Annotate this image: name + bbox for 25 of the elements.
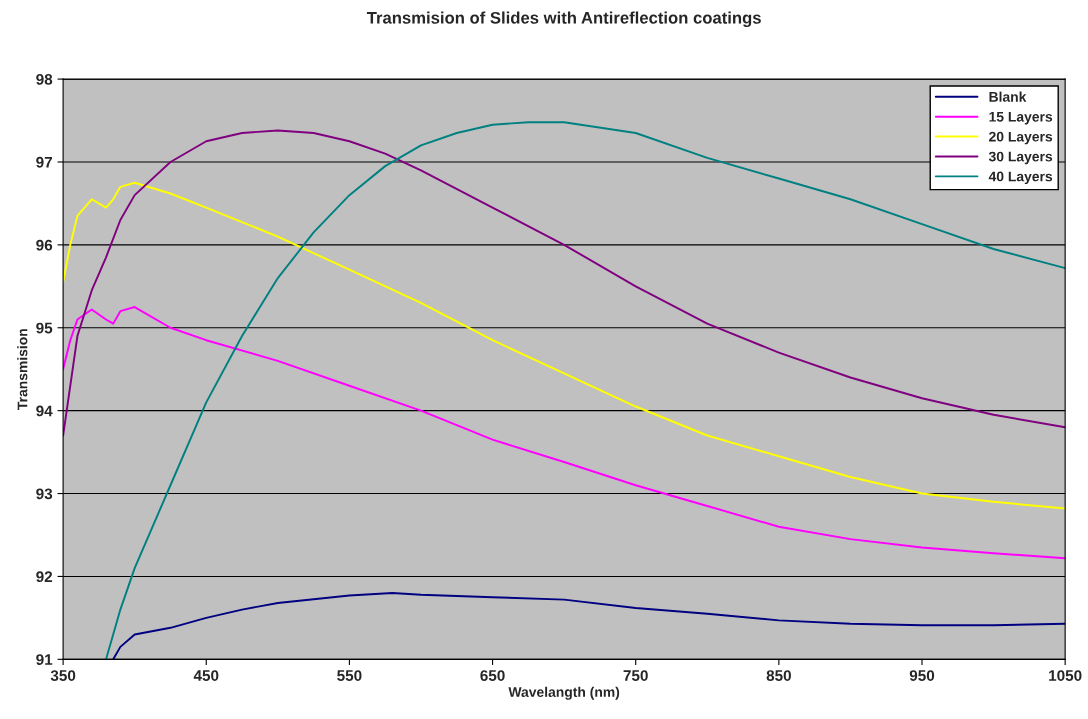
legend-label: 30 Layers	[988, 151, 1053, 165]
y-axis-title: Transmision	[17, 329, 28, 410]
x-tick-label: 550	[337, 670, 362, 681]
legend-label: 15 Layers	[989, 111, 1053, 125]
x-tick-label: 650	[480, 670, 505, 681]
chart-title: Transmision of Slides with Antireflection coatings	[366, 11, 761, 28]
x-tick-label: 750	[623, 670, 648, 681]
line-series	[112, 592, 1066, 660]
legend-label: 40 Layers	[988, 171, 1053, 185]
legend-label: 20 Layers	[989, 131, 1053, 145]
y-tick-label: 95	[36, 322, 53, 334]
y-tick-label: 94	[36, 405, 53, 417]
x-tick-label: 450	[193, 670, 219, 681]
x-tick-label: 950	[909, 670, 935, 681]
x-tick-label: 850	[766, 670, 791, 681]
x-tick-label: 350	[50, 670, 76, 681]
y-tick-label: 97	[36, 156, 53, 168]
x-axis-title: Wavelangth (nm)	[508, 686, 620, 700]
y-tick-label: 98	[36, 73, 53, 85]
y-tick-label: 93	[36, 488, 53, 500]
y-tick-label: 91	[36, 654, 53, 666]
legend-label: Blank	[989, 91, 1027, 102]
y-tick-label: 96	[36, 239, 53, 251]
x-tick-label: 1050	[1049, 670, 1082, 681]
y-tick-label: 92	[36, 571, 53, 583]
